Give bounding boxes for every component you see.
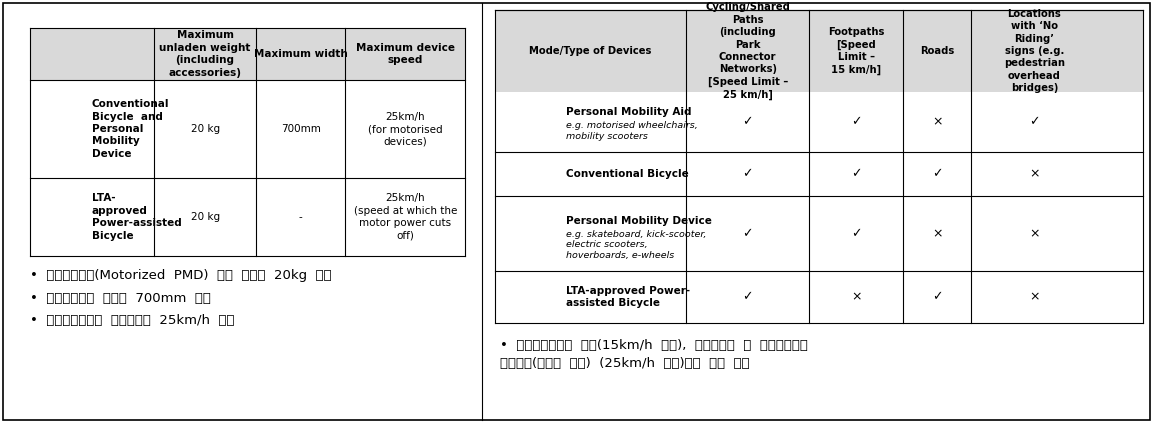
Text: •  개인교통수단  폭원은  700mm  이내: • 개인교통수단 폭원은 700mm 이내 — [30, 291, 211, 305]
Text: ✓: ✓ — [743, 291, 753, 303]
Text: ✓: ✓ — [851, 227, 861, 240]
Text: 20 kg: 20 kg — [190, 212, 220, 222]
Text: ✓: ✓ — [743, 227, 753, 240]
Text: Conventional Bicycle: Conventional Bicycle — [566, 169, 688, 179]
Text: ✓: ✓ — [1030, 115, 1040, 129]
Text: Maximum device
speed: Maximum device speed — [355, 43, 454, 65]
Text: e.g. motorised wheelchairs,
mobility scooters: e.g. motorised wheelchairs, mobility sco… — [566, 121, 698, 141]
Text: LTA-
approved
Power-assisted
Bicycle: LTA- approved Power-assisted Bicycle — [91, 193, 181, 241]
Text: ×: × — [932, 227, 942, 240]
Bar — [30, 28, 465, 80]
Text: e.g. skateboard, kick-scooter,
electric scooters,
hoverboards, e-wheels: e.g. skateboard, kick-scooter, electric … — [566, 230, 707, 260]
Text: 700mm: 700mm — [281, 124, 321, 134]
Text: Personal Mobility Device: Personal Mobility Device — [566, 216, 711, 226]
Bar — [495, 10, 1143, 92]
Text: -: - — [299, 212, 302, 222]
Text: Maximum width: Maximum width — [254, 49, 348, 59]
Text: 20 kg: 20 kg — [190, 124, 220, 134]
Text: Cycling/Shared
Paths
(including
Park
Connector
Networks)
[Speed Limit –
25 km/h]: Cycling/Shared Paths (including Park Con… — [706, 3, 790, 100]
Bar — [30, 178, 465, 256]
Text: Footpaths
[Speed
Limit –
15 km/h]: Footpaths [Speed Limit – 15 km/h] — [828, 27, 884, 75]
Text: •  개인교통수단(Motorized  PMD)  차체  무게는  20kg  이내: • 개인교통수단(Motorized PMD) 차체 무게는 20kg 이내 — [30, 269, 332, 283]
Text: ✓: ✓ — [743, 115, 753, 129]
Text: ✓: ✓ — [851, 168, 861, 181]
Text: Locations
with ‘No
Riding’
signs (e.g.
pedestrian
overhead
bridges): Locations with ‘No Riding’ signs (e.g. p… — [1004, 9, 1065, 93]
Text: Roads: Roads — [920, 46, 955, 56]
Text: LTA-approved Power-
assisted Bicycle: LTA-approved Power- assisted Bicycle — [566, 286, 689, 308]
Text: ✓: ✓ — [932, 291, 942, 303]
Bar — [495, 152, 1143, 196]
Text: ✓: ✓ — [851, 115, 861, 129]
Text: •  개인교통수단은  보도(15km/h  이내),  자전거도로  및  자전거보행자
겸용도로(공원길  포함)  (25km/h  이내)에서  통행 : • 개인교통수단은 보도(15km/h 이내), 자전거도로 및 자전거보행자 … — [500, 339, 808, 370]
Text: ✓: ✓ — [932, 168, 942, 181]
Text: 25km/h
(for motorised
devices): 25km/h (for motorised devices) — [368, 112, 443, 146]
Text: ×: × — [932, 115, 942, 129]
Bar — [30, 80, 465, 178]
Text: •  개인교통수단의  최고속도는  25km/h  이내: • 개인교통수단의 최고속도는 25km/h 이내 — [30, 313, 234, 327]
Text: Mode/Type of Devices: Mode/Type of Devices — [529, 46, 651, 56]
Bar — [495, 92, 1143, 152]
Text: Maximum
unladen weight
(including
accessories): Maximum unladen weight (including access… — [159, 30, 250, 77]
Text: Personal Mobility Aid: Personal Mobility Aid — [566, 107, 692, 117]
Bar — [495, 196, 1143, 271]
Text: 25km/h
(speed at which the
motor power cuts
off): 25km/h (speed at which the motor power c… — [354, 193, 457, 241]
Text: Conventional
Bicycle  and
Personal
Mobility
Device: Conventional Bicycle and Personal Mobili… — [91, 99, 169, 159]
Text: ×: × — [851, 291, 861, 303]
Text: ×: × — [1030, 291, 1040, 303]
Text: ×: × — [1030, 168, 1040, 181]
Text: ✓: ✓ — [743, 168, 753, 181]
Bar — [495, 271, 1143, 323]
Text: ×: × — [1030, 227, 1040, 240]
